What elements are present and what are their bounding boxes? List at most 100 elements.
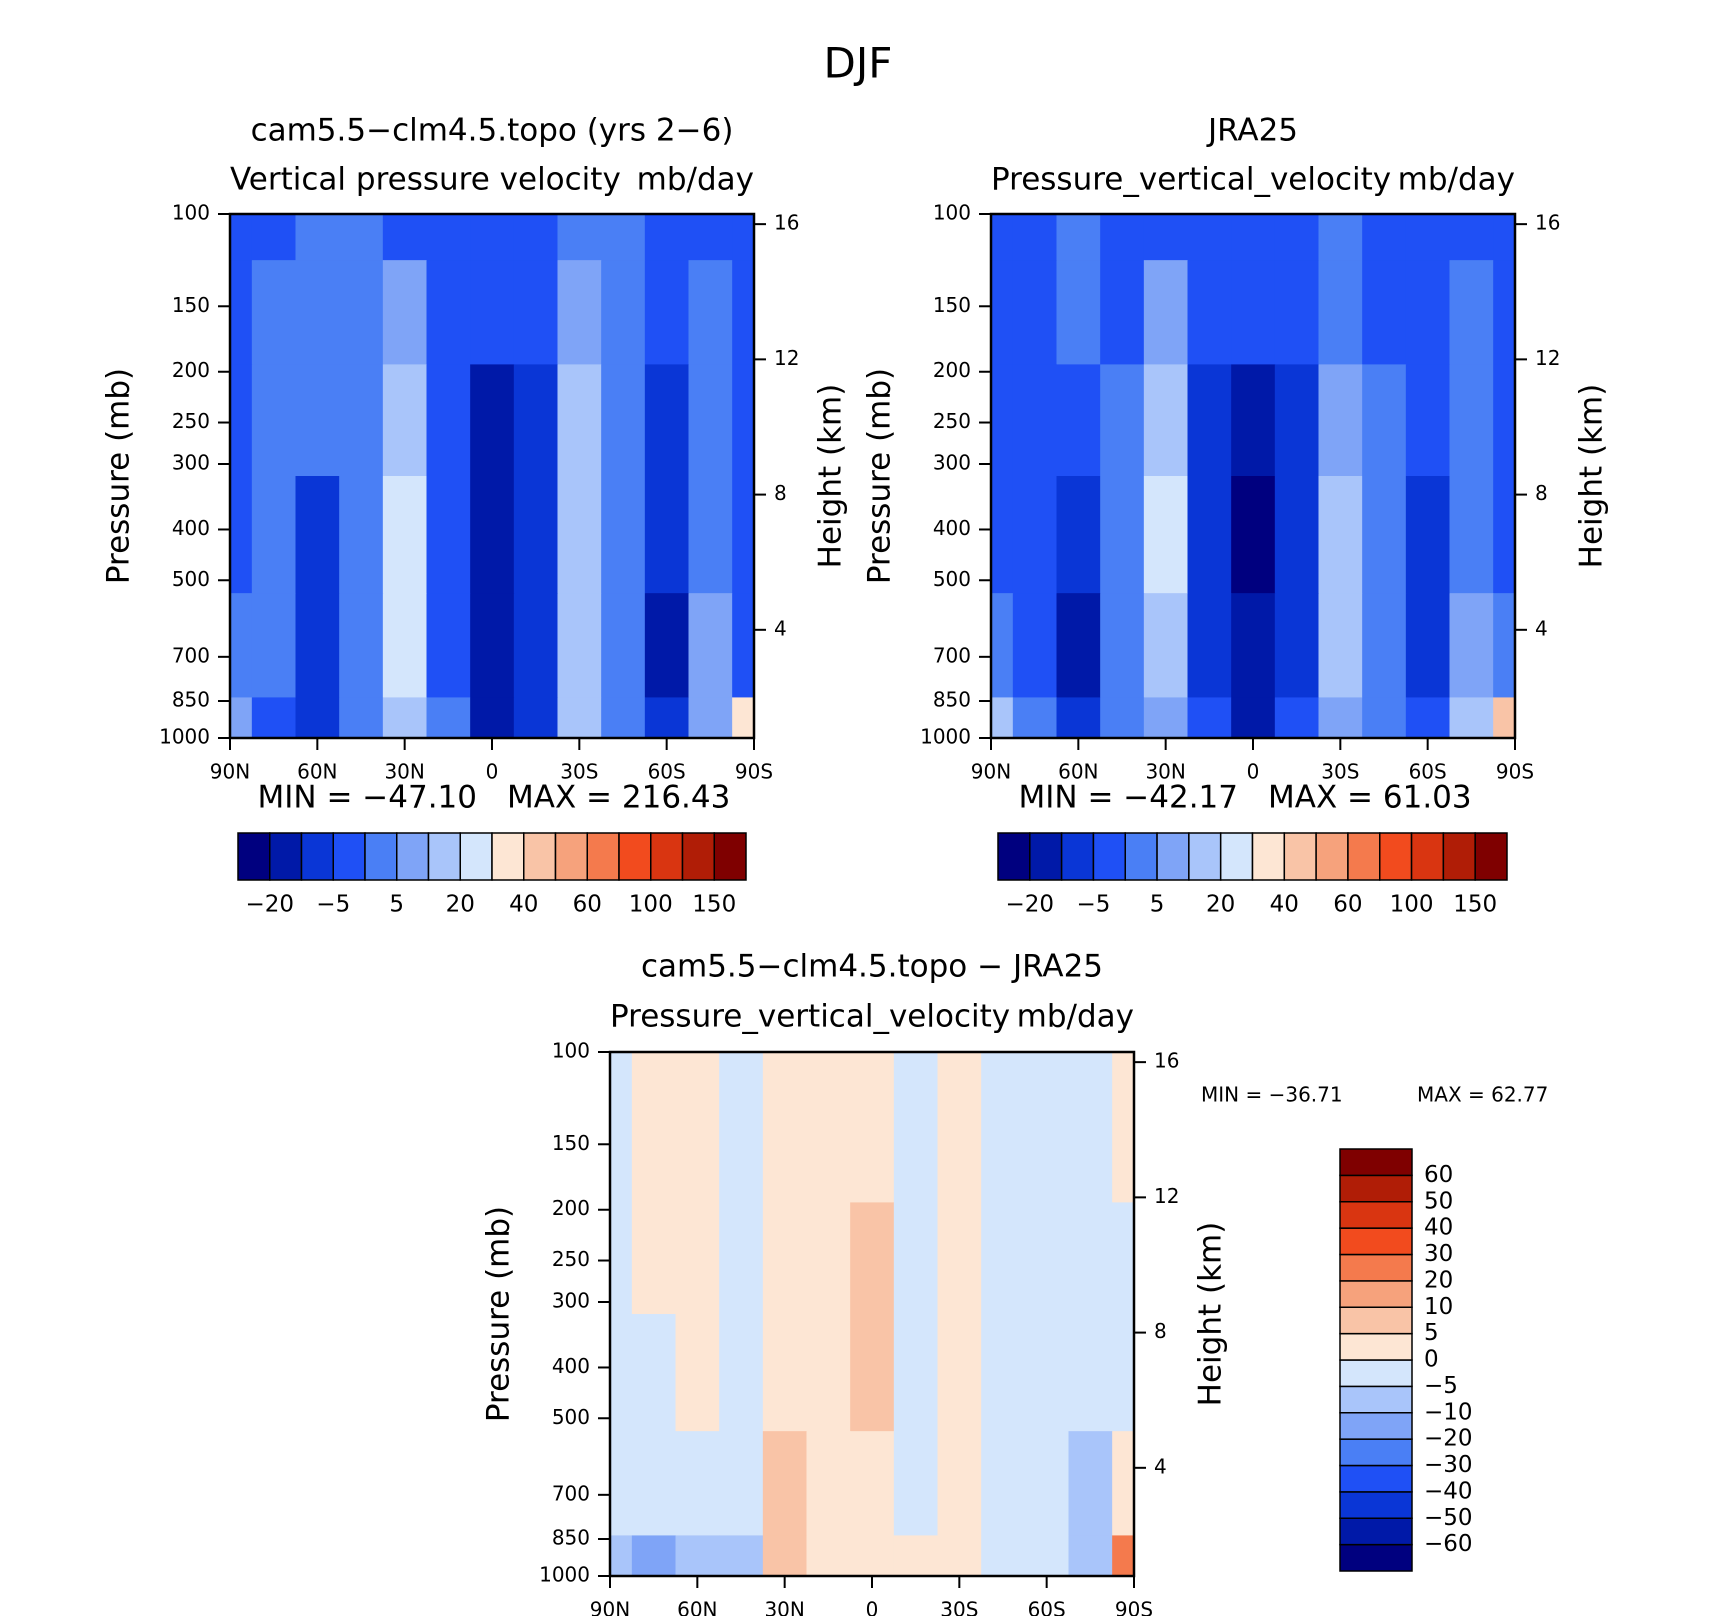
colorbar-swatch bbox=[459, 832, 493, 881]
contour-cell bbox=[557, 260, 602, 365]
contour-cell bbox=[675, 1431, 720, 1536]
panel-title: cam5.5−clm4.5.topo (yrs 2−6) bbox=[251, 113, 734, 149]
contour-cell bbox=[382, 476, 427, 594]
colorbar-label: 100 bbox=[629, 892, 673, 918]
contour-cell bbox=[1143, 214, 1188, 261]
contour-cell bbox=[806, 1535, 851, 1577]
contour-cell bbox=[1231, 697, 1276, 739]
colorbar-swatch bbox=[1379, 832, 1413, 881]
colorbar-label: −20 bbox=[245, 892, 294, 918]
contour-cell bbox=[1024, 1431, 1069, 1536]
colorbar-swatch bbox=[1060, 832, 1095, 881]
colorbar-swatch bbox=[1092, 832, 1126, 881]
contour-cell bbox=[1274, 364, 1319, 477]
contour-cell bbox=[470, 476, 515, 594]
contour-cell bbox=[1012, 593, 1057, 698]
contour-cell bbox=[1318, 214, 1363, 261]
colorbar-label: 150 bbox=[1453, 892, 1497, 918]
contour-cell bbox=[893, 1098, 938, 1203]
colorbar-swatch bbox=[1339, 1148, 1413, 1177]
contour-cell bbox=[1231, 364, 1276, 477]
contour-cell bbox=[644, 364, 689, 477]
y-tick-label: 500 bbox=[552, 1405, 590, 1429]
x-tick-label: 90S bbox=[1496, 760, 1534, 784]
contour-cell bbox=[850, 1535, 895, 1577]
colorbar-swatch bbox=[300, 832, 334, 881]
colorbar-label: 5 bbox=[1424, 1320, 1439, 1346]
contour-cell bbox=[1012, 364, 1057, 477]
contour-cell bbox=[230, 697, 253, 739]
contour-cell bbox=[1056, 364, 1101, 477]
contour-cell bbox=[557, 593, 602, 698]
contour-cell bbox=[1231, 214, 1276, 261]
contour-cell bbox=[1493, 476, 1516, 594]
colorbar-label: −30 bbox=[1424, 1452, 1473, 1478]
contour-cell bbox=[470, 697, 515, 739]
contour-cell bbox=[719, 1431, 764, 1536]
contour-cell bbox=[1187, 364, 1232, 477]
y2-tick-label: 12 bbox=[1154, 1184, 1179, 1208]
y-tick-label: 200 bbox=[552, 1196, 590, 1220]
contour-cell bbox=[1318, 476, 1363, 594]
contour-cell bbox=[382, 364, 427, 477]
contour-cell bbox=[601, 214, 646, 261]
contour-cell bbox=[1012, 697, 1057, 739]
contour-cell bbox=[806, 1314, 851, 1432]
contour-cell bbox=[631, 1431, 676, 1536]
contour-cell bbox=[806, 1098, 851, 1203]
y-tick-label: 150 bbox=[172, 293, 210, 317]
colorbar-label: 60 bbox=[1333, 892, 1362, 918]
contour-cell bbox=[991, 697, 1014, 739]
contour-cell bbox=[1274, 214, 1319, 261]
contour-cell bbox=[1068, 1052, 1113, 1099]
colorbar-label: 0 bbox=[1424, 1347, 1439, 1373]
colorbar-swatch bbox=[1219, 832, 1254, 881]
contour-cell bbox=[1143, 593, 1188, 698]
contour-cell bbox=[1068, 1098, 1113, 1203]
colorbar-label: 150 bbox=[692, 892, 736, 918]
contour-cell bbox=[762, 1535, 807, 1577]
y-tick-label: 400 bbox=[172, 516, 210, 540]
contour-cell bbox=[557, 476, 602, 594]
contour-cell bbox=[644, 476, 689, 594]
colorbar-swatch bbox=[681, 832, 715, 881]
contour-cell bbox=[295, 476, 340, 594]
x-tick-label: 0 bbox=[866, 1598, 879, 1616]
contour-cell bbox=[1187, 214, 1232, 261]
colorbar-swatch bbox=[269, 832, 303, 881]
contour-cell bbox=[981, 1314, 1026, 1432]
y-axis-label: Pressure (mb) bbox=[862, 368, 898, 584]
contour-cell bbox=[732, 214, 755, 261]
contour-cell bbox=[1274, 593, 1319, 698]
y2-tick-label: 16 bbox=[774, 211, 799, 235]
contour-cell bbox=[762, 1202, 807, 1315]
contour-cell bbox=[610, 1052, 633, 1099]
contour-cell bbox=[732, 593, 755, 698]
contour-cell bbox=[850, 1098, 895, 1203]
contour-cell bbox=[732, 364, 755, 477]
contour-cell bbox=[893, 1314, 938, 1432]
min-label: MIN = −36.71 bbox=[1201, 1083, 1343, 1107]
contour-cell bbox=[339, 214, 384, 261]
contour-cell bbox=[339, 593, 384, 698]
contour-cell bbox=[1362, 697, 1407, 739]
y2-axis-label: Height (km) bbox=[1574, 384, 1610, 569]
colorbar-swatch bbox=[364, 832, 398, 881]
contour-cell bbox=[426, 593, 471, 698]
contour-cell bbox=[1112, 1535, 1135, 1577]
contour-cell bbox=[295, 364, 340, 477]
y2-tick-label: 16 bbox=[1154, 1049, 1179, 1073]
colorbar-swatch bbox=[586, 832, 620, 881]
contour-cell bbox=[688, 697, 733, 739]
contour-cell bbox=[1068, 1314, 1113, 1432]
x-tick-label: 90N bbox=[210, 760, 250, 784]
contour-cell bbox=[1362, 476, 1407, 594]
contour-cell bbox=[513, 593, 558, 698]
contour-cell bbox=[806, 1202, 851, 1315]
contour-cell bbox=[732, 260, 755, 365]
contour-cell bbox=[1493, 214, 1516, 261]
contour-cell bbox=[719, 1314, 764, 1432]
colorbar-swatch bbox=[1339, 1201, 1413, 1229]
contour-cell bbox=[1449, 476, 1494, 594]
contour-cell bbox=[339, 697, 384, 739]
